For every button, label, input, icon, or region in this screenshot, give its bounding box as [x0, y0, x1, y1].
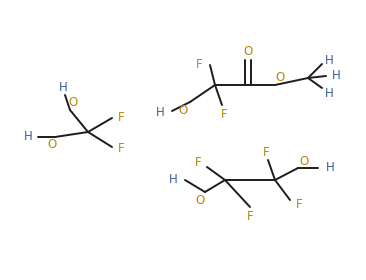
Text: F: F [247, 209, 253, 223]
Text: F: F [221, 108, 227, 120]
Text: H: H [325, 53, 333, 67]
Text: O: O [299, 155, 309, 167]
Text: H: H [326, 160, 335, 174]
Text: F: F [118, 111, 124, 123]
Text: O: O [47, 137, 57, 151]
Text: H: H [169, 172, 178, 186]
Text: F: F [118, 141, 124, 155]
Text: O: O [178, 104, 188, 116]
Text: F: F [196, 57, 202, 71]
Text: O: O [68, 95, 78, 109]
Text: H: H [24, 130, 32, 143]
Text: O: O [275, 71, 285, 83]
Text: H: H [325, 87, 333, 99]
Text: H: H [59, 81, 67, 94]
Text: O: O [195, 193, 205, 207]
Text: O: O [243, 45, 253, 57]
Text: H: H [156, 106, 164, 118]
Text: H: H [332, 69, 340, 81]
Text: F: F [195, 155, 201, 169]
Text: F: F [296, 199, 302, 211]
Text: F: F [263, 146, 269, 158]
